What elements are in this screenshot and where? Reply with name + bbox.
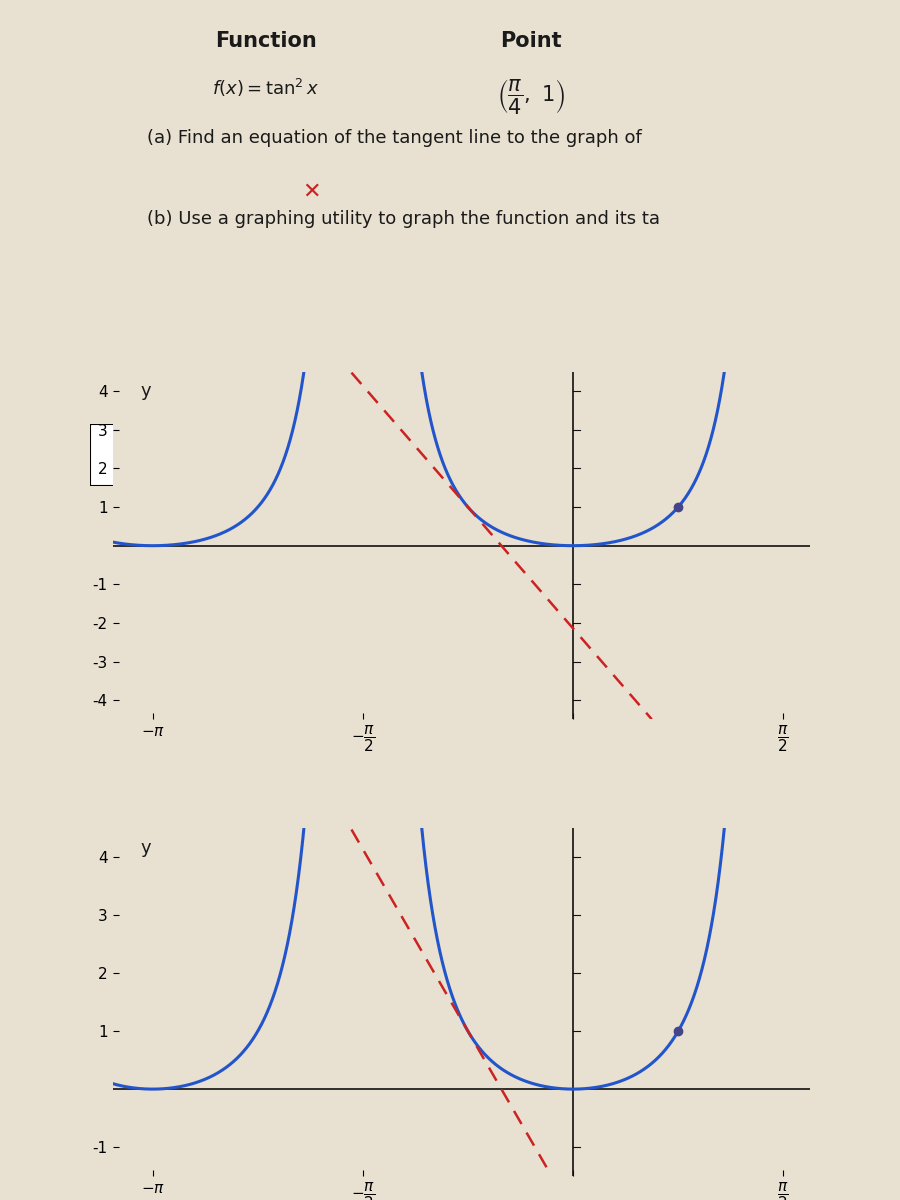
Text: Function: Function bbox=[215, 31, 317, 52]
Text: y: y bbox=[140, 383, 151, 401]
Text: ✕: ✕ bbox=[302, 181, 320, 202]
Text: y: y bbox=[140, 839, 151, 857]
Text: Point: Point bbox=[500, 31, 562, 52]
Text: $\left(\dfrac{\pi}{4},\ 1\right)$: $\left(\dfrac{\pi}{4},\ 1\right)$ bbox=[497, 77, 565, 115]
Text: $f(x) = \tan^2 x$: $f(x) = \tan^2 x$ bbox=[212, 77, 320, 98]
Text: (b) Use a graphing utility to graph the function and its ta: (b) Use a graphing utility to graph the … bbox=[148, 210, 661, 228]
Text: $-4x - \pi + 1$: $-4x - \pi + 1$ bbox=[159, 445, 273, 464]
FancyBboxPatch shape bbox=[90, 424, 342, 486]
Text: (a) Find an equation of the tangent line to the graph of: (a) Find an equation of the tangent line… bbox=[148, 130, 642, 148]
